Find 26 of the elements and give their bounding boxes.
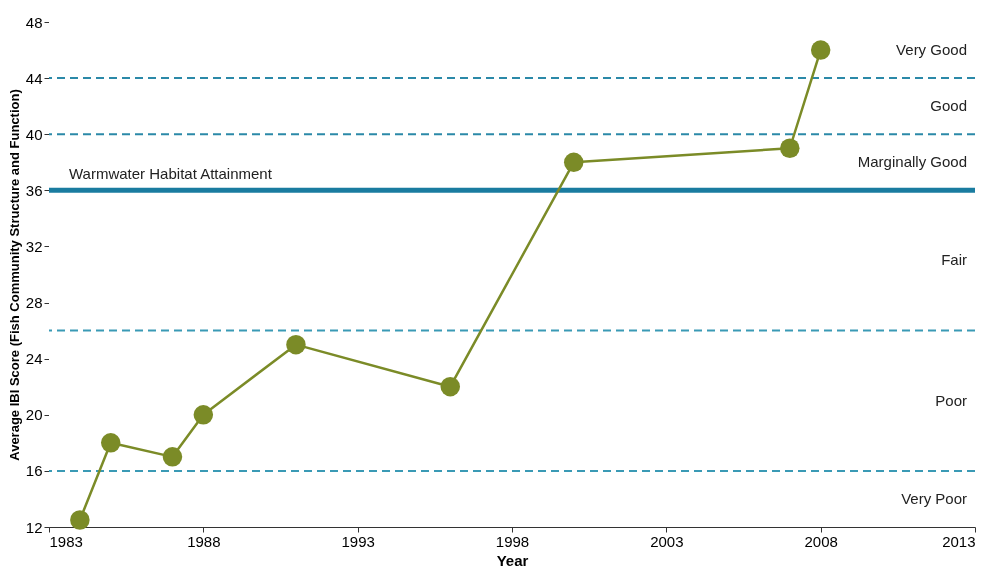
x-tick-label: 2003 — [650, 532, 684, 550]
band-label: Good — [930, 97, 967, 115]
x-tick-label: 2013 — [942, 532, 976, 550]
x-axis-title: Year — [496, 551, 529, 569]
band-label: Very Good — [896, 41, 967, 59]
x-tick-label: 1988 — [187, 532, 221, 550]
x-tick-label: 1983 — [49, 532, 83, 550]
y-tick-label: 36 — [25, 181, 43, 199]
y-tick-label: 32 — [25, 237, 43, 255]
y-tick-label: 12 — [25, 518, 43, 536]
y-tick-label: 48 — [25, 13, 43, 31]
band-label: Fair — [941, 251, 967, 269]
y-tick-label: 44 — [25, 69, 43, 87]
y-tick-label: 28 — [25, 294, 43, 312]
band-label: Poor — [935, 391, 967, 409]
band-label: Marginally Good — [857, 153, 967, 171]
y-tick-label: 40 — [25, 125, 43, 143]
y-tick-label: 24 — [25, 350, 43, 368]
y-tick-label: 20 — [25, 406, 43, 424]
x-tick-label: 2008 — [804, 532, 838, 550]
y-tick-label: 16 — [25, 462, 43, 480]
band-label: Very Poor — [901, 489, 967, 507]
y-axis-title: Average IBI Score (Fish Community Structure and Function) — [6, 89, 22, 461]
x-tick-label: 1993 — [341, 532, 375, 550]
x-tick-label: 1998 — [495, 532, 530, 550]
ref-line-label: Warmwater Habitat Attainment — [69, 165, 273, 183]
